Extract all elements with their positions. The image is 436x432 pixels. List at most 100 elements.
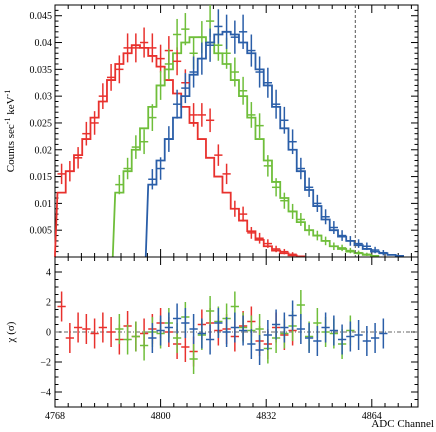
residual-point-blue [288, 300, 297, 331]
residual-point-green [205, 296, 215, 326]
data-point-blue [181, 73, 190, 104]
x-tick-label: 4864 [362, 411, 382, 422]
residual-point-blue [280, 312, 289, 343]
y-tick-label: 0.035 [30, 65, 53, 76]
data-point-red [115, 55, 124, 84]
data-point-green [148, 104, 157, 131]
residual-point-blue [247, 329, 256, 359]
data-point-red [156, 44, 165, 73]
residual-point-blue [148, 323, 157, 353]
residual-point-red [90, 318, 99, 349]
data-point-red [65, 161, 74, 182]
data-point-blue [296, 157, 305, 180]
residual-point-blue [156, 315, 165, 346]
y-tick-label: 0.025 [30, 118, 53, 129]
data-point-green [255, 113, 264, 138]
data-point-green [271, 178, 281, 197]
data-point-red [197, 103, 206, 127]
y-tick-label: 0.02 [35, 145, 53, 156]
data-point-blue [222, 14, 231, 49]
residual-y-tick-label: 0 [46, 328, 51, 339]
residual-point-red [106, 317, 116, 347]
x-tick-labels: 4768 4800 4832 4864 [45, 411, 382, 422]
data-point-blue [304, 177, 314, 197]
data-point-blue [164, 126, 173, 152]
data-point-green [296, 213, 305, 226]
residual-point-blue [337, 324, 347, 355]
model-histogram-blue [144, 30, 404, 258]
y-tick-label: 0.03 [35, 92, 53, 103]
y-tick-label: 0.045 [30, 11, 53, 22]
residual-point-green [123, 324, 132, 355]
data-point-green [131, 135, 140, 159]
data-point-blue [313, 194, 322, 212]
residual-point-red [73, 312, 83, 343]
data-point-blue [379, 250, 388, 256]
data-point-green [181, 13, 190, 46]
residual-point-blue [255, 335, 264, 365]
y-tick-label: 0.015 [30, 172, 53, 183]
data-point-green [288, 203, 297, 219]
data-point-red [90, 111, 99, 135]
residual-point-blue [230, 312, 239, 343]
spectrum-y-axis-title: Counts sec-1 keV-1 [3, 90, 17, 172]
data-point-red [214, 144, 223, 166]
residual-point-green [131, 321, 140, 352]
data-point-green [164, 48, 173, 79]
residual-panel: −4 −2 0 2 4 χ (σ) [5, 256, 419, 408]
data-point-blue [263, 67, 272, 98]
data-point-green [329, 242, 338, 251]
residual-point-blue [197, 318, 206, 349]
data-point-blue [205, 28, 215, 62]
residual-point-blue [181, 308, 190, 338]
residual-point-blue [313, 326, 322, 356]
data-point-green [313, 230, 322, 241]
model-histogram-green [111, 36, 380, 258]
data-point-red [238, 206, 248, 222]
residual-point-green [189, 344, 198, 374]
residual-point-blue [321, 312, 330, 343]
data-point-green [139, 129, 149, 155]
data-point-green [362, 252, 371, 256]
data-point-red [205, 108, 215, 133]
y-tick-label: 0.04 [35, 38, 53, 49]
data-point-green [247, 102, 256, 128]
data-point-green [321, 236, 330, 246]
x-tick-label: 4832 [256, 411, 276, 422]
residual-y-tick-label: 2 [46, 298, 51, 309]
data-point-red [106, 63, 116, 91]
data-point-blue [288, 129, 297, 155]
data-point-blue [346, 236, 355, 246]
spectrum-model-histograms [54, 30, 404, 258]
data-point-red [247, 226, 256, 239]
data-point-red [280, 248, 289, 255]
residual-point-blue [172, 303, 182, 334]
data-point-green [115, 174, 124, 195]
spectrum-panel-frame [54, 4, 419, 258]
y-tick-label: 0.01 [35, 199, 53, 210]
data-point-red [255, 232, 264, 244]
residual-points [57, 290, 388, 374]
residual-point-blue [346, 321, 355, 352]
data-point-red [189, 103, 198, 127]
data-point-red [98, 83, 107, 110]
data-point-green [346, 247, 355, 254]
spectrum-axis-ticks: 0.005 0.01 0.015 0.02 0.025 0.03 0.035 0.04 0.04… [30, 5, 418, 257]
residual-y-axis-title: χ (σ) [5, 321, 17, 343]
data-point-red [123, 33, 132, 63]
data-point-red [82, 121, 91, 146]
residual-point-blue [296, 314, 305, 344]
data-point-red [271, 245, 281, 253]
residual-point-blue [205, 324, 215, 355]
data-point-blue [271, 89, 281, 119]
residual-point-green [115, 314, 124, 344]
data-point-blue [321, 209, 330, 225]
data-point-red [73, 147, 83, 169]
residual-point-green [139, 330, 149, 361]
data-point-red [131, 33, 140, 63]
residual-y-tick-label: −2 [40, 358, 51, 369]
residual-point-blue [329, 315, 338, 346]
data-point-green [280, 192, 289, 209]
data-point-green [156, 70, 165, 100]
